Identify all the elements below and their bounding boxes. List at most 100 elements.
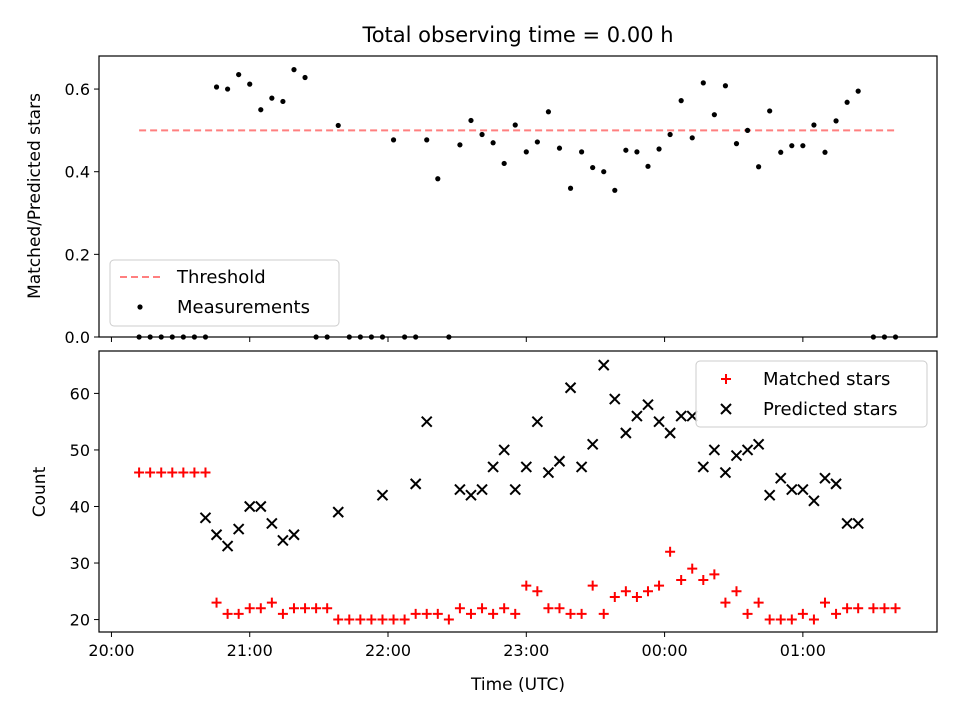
predicted-star-point <box>819 472 831 484</box>
predicted-star-point <box>763 489 776 501</box>
measurement-point <box>744 127 751 133</box>
measurement-point <box>169 334 175 340</box>
measurement-point <box>468 117 474 124</box>
measurement-point <box>811 122 817 128</box>
matched-star-point <box>565 608 576 619</box>
legend-box <box>109 259 340 327</box>
matched-star-point <box>753 597 764 608</box>
x-tick-label: 23:00 <box>503 641 549 660</box>
predicted-star-point <box>553 455 566 467</box>
measurement-point <box>844 99 850 105</box>
predicted-star-point <box>609 393 621 405</box>
predicted-star-point <box>598 359 610 371</box>
matched-star-point <box>687 563 698 574</box>
matched-star-point <box>477 603 488 614</box>
measurement-point <box>556 145 563 151</box>
legend-matched-label: Matched stars <box>763 369 890 390</box>
predicted-star-point <box>808 495 820 507</box>
matched-star-point <box>399 614 410 625</box>
matched-star-point <box>631 591 642 602</box>
matched-star-point <box>731 586 742 597</box>
measurement-point <box>435 176 441 182</box>
predicted-star-point <box>620 427 632 439</box>
measurement-point <box>147 334 153 340</box>
matched-star-point <box>410 608 421 619</box>
predicted-star-point <box>476 483 488 496</box>
measurement-point <box>656 146 662 152</box>
matched-star-point <box>720 597 731 608</box>
measurement-point <box>579 149 585 155</box>
predicted-star-point <box>210 529 223 541</box>
matched-star-point <box>665 546 676 557</box>
measurement-point <box>667 131 673 138</box>
predicted-star-point <box>221 540 234 552</box>
predicted-star-point <box>509 483 521 496</box>
matched-star-point <box>510 608 521 619</box>
measurement-point <box>236 71 242 78</box>
measurement-point <box>225 86 231 92</box>
measurement-point <box>191 334 198 340</box>
measurement-point <box>501 160 507 167</box>
matched-star-point <box>211 597 222 608</box>
predicted-star-point <box>830 478 842 490</box>
measurement-point <box>357 334 363 340</box>
legend-measurements-swatch <box>137 304 143 310</box>
measurement-point <box>733 141 740 147</box>
bottom-y-axis-label: Count <box>30 466 50 517</box>
matched-star-point <box>576 608 587 619</box>
predicted-star-point <box>520 461 533 473</box>
predicted-star-point <box>852 517 864 530</box>
matched-star-point <box>521 580 532 591</box>
measurement-point <box>158 334 164 340</box>
matched-star-point <box>543 603 554 614</box>
x-axis-label: Time (UTC) <box>470 675 565 695</box>
matched-star-point <box>879 603 890 614</box>
x-tick-label: 22:00 <box>365 641 411 660</box>
measurement-point <box>612 187 618 193</box>
matched-star-point <box>266 597 277 608</box>
matched-star-point <box>598 608 609 619</box>
matched-star-point <box>786 614 797 625</box>
matched-star-point <box>333 614 344 625</box>
measurement-point <box>302 74 308 81</box>
measurement-point <box>490 140 496 146</box>
matched-star-point <box>698 574 709 585</box>
matched-star-point <box>764 614 775 625</box>
top-panel: 0.0 0.2 0.4 0.6 Threshold Measurements <box>65 55 938 347</box>
predicted-star-point <box>575 461 588 473</box>
measurement-point <box>870 334 876 340</box>
y-tick-label: 40 <box>70 497 90 516</box>
matched-star-point <box>277 608 288 619</box>
measurement-point <box>855 88 861 94</box>
measurement-point <box>402 334 408 340</box>
matched-star-point <box>654 580 665 591</box>
legend-threshold-label: Threshold <box>176 267 266 288</box>
measurement-point <box>833 118 839 124</box>
measurement-point <box>881 334 888 340</box>
predicted-star-point <box>631 410 643 422</box>
matched-star-point <box>499 603 510 614</box>
matched-star-point <box>797 608 808 619</box>
predicted-star-point <box>642 399 654 411</box>
measurement-point <box>390 137 397 143</box>
matched-star-point <box>388 614 399 625</box>
predicted-star-point <box>542 466 555 479</box>
matched-star-point <box>868 603 879 614</box>
measurement-point <box>136 334 142 340</box>
measurement-point <box>634 149 640 155</box>
measurement-point <box>722 83 729 89</box>
predicted-star-point <box>376 489 389 501</box>
matched-star-point <box>890 603 901 614</box>
measurement-point <box>645 163 651 169</box>
measurement-point <box>379 334 386 340</box>
matched-star-point <box>488 608 499 619</box>
predicted-star-point <box>664 427 676 439</box>
measurement-point <box>822 149 828 155</box>
matched-star-point <box>620 586 631 597</box>
predicted-star-point <box>454 483 466 496</box>
predicted-star-point <box>277 534 289 547</box>
measurement-point <box>778 149 784 155</box>
predicted-star-point <box>730 449 743 462</box>
predicted-star-point <box>266 517 278 530</box>
